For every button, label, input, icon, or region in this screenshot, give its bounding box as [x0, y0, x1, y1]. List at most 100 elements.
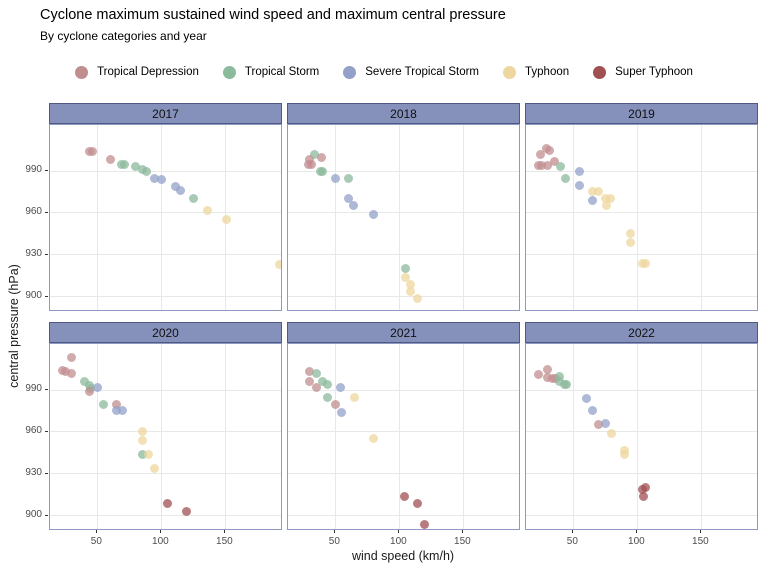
gridline-x-150 [462, 125, 464, 310]
data-point [119, 159, 129, 169]
data-point [274, 260, 281, 270]
data-point [420, 519, 430, 529]
gridline-y-900 [526, 515, 757, 517]
gridline-x-150 [700, 125, 702, 310]
x-tick-label: 50 [328, 536, 340, 547]
data-point [335, 382, 345, 392]
gridline-y-900 [526, 296, 757, 298]
x-tick-label: 150 [216, 536, 233, 547]
gridline-y-930 [50, 254, 281, 256]
x-tick-label: 100 [628, 536, 645, 547]
gridline-y-990 [50, 389, 281, 391]
data-point [67, 353, 77, 363]
legend-item-td: Tropical Depression [75, 65, 199, 79]
gridline-y-960 [288, 431, 519, 433]
gridline-x-50 [96, 125, 98, 310]
gridline-x-50 [572, 125, 574, 310]
gridline-x-100 [636, 125, 638, 310]
data-point [306, 159, 316, 169]
data-point [369, 434, 379, 444]
gridline-y-960 [288, 212, 519, 214]
gridline-y-990 [526, 170, 757, 172]
gridline-y-930 [526, 473, 757, 475]
data-point [316, 152, 326, 162]
gridline-x-100 [160, 125, 162, 310]
y-tick-mark [45, 389, 48, 391]
data-point [202, 205, 212, 215]
data-point [575, 166, 585, 176]
data-point [594, 420, 604, 430]
gridline-x-150 [700, 344, 702, 529]
gridline-x-50 [96, 344, 98, 529]
data-point [99, 399, 109, 409]
data-point [406, 279, 416, 289]
x-tick-label: 50 [566, 536, 578, 547]
data-point [348, 201, 358, 211]
x-tick-mark [334, 530, 336, 533]
y-tick-label: 900 [25, 289, 42, 301]
data-point [626, 237, 636, 247]
gridline-y-900 [288, 515, 519, 517]
x-tick-mark [96, 530, 98, 533]
facet-strip-label: 2020 [152, 325, 179, 340]
data-point [330, 399, 340, 409]
data-point [620, 449, 630, 459]
data-point [323, 379, 333, 389]
data-point [112, 406, 122, 416]
gridline-y-930 [526, 254, 757, 256]
gridline-y-930 [288, 254, 519, 256]
data-point [163, 498, 173, 508]
data-point [575, 180, 585, 190]
data-point [60, 367, 70, 377]
gridline-y-990 [288, 389, 519, 391]
y-tick-mark [45, 295, 48, 297]
x-tick-label: 150 [692, 536, 709, 547]
x-tick-mark [224, 530, 226, 533]
data-point [85, 386, 95, 396]
y-tick-mark [45, 514, 48, 516]
facet-panel-2019 [525, 124, 758, 311]
data-point [626, 229, 636, 239]
data-point [600, 419, 610, 429]
data-point [323, 392, 333, 402]
data-point [562, 379, 572, 389]
x-tick-mark [636, 530, 638, 533]
data-point [640, 258, 650, 268]
legend-dot-icon [222, 65, 236, 79]
page-title: Cyclone maximum sustained wind speed and… [40, 7, 506, 23]
data-point [182, 506, 192, 516]
data-point [543, 160, 553, 170]
data-point [67, 368, 77, 378]
gridline-y-960 [526, 431, 757, 433]
data-point [141, 166, 151, 176]
data-point [588, 187, 598, 197]
gridline-x-50 [334, 125, 336, 310]
x-tick-mark [700, 530, 702, 533]
y-tick-label: 990 [25, 164, 42, 176]
data-point [105, 155, 115, 165]
data-point [337, 407, 347, 417]
y-tick-label: 990 [25, 383, 42, 395]
facet-strip-2021: 2021 [287, 322, 520, 343]
data-point [543, 372, 553, 382]
gridline-x-100 [398, 125, 400, 310]
data-point [556, 162, 566, 172]
y-tick-mark [45, 430, 48, 432]
data-point [112, 399, 122, 409]
data-point [412, 293, 422, 303]
facet-strip-2020: 2020 [49, 322, 282, 343]
data-point [80, 377, 90, 387]
data-point [343, 173, 353, 183]
facet-strip-2022: 2022 [525, 322, 758, 343]
data-point [581, 393, 591, 403]
data-point [87, 147, 97, 156]
data-point [588, 406, 598, 416]
data-point [544, 145, 554, 155]
gridline-y-960 [50, 212, 281, 214]
data-point [176, 186, 186, 196]
y-tick-label: 930 [25, 247, 42, 259]
facet-strip-label: 2018 [390, 106, 417, 121]
data-point [602, 201, 612, 211]
data-point [137, 435, 147, 445]
data-point [311, 368, 321, 378]
